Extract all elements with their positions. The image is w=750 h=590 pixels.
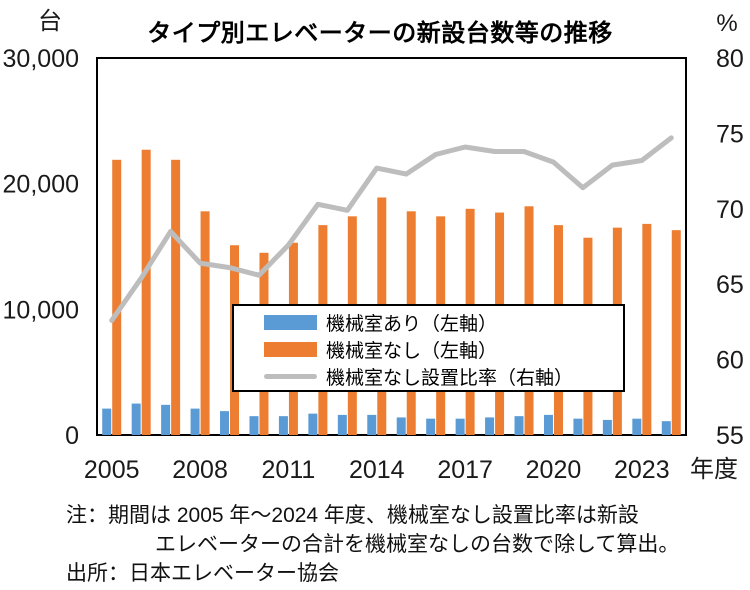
chart-legend: 機械室あり（左軸） 機械室なし（左軸） 機械室なし設置比率（右軸） bbox=[232, 304, 625, 392]
bar-machine-room bbox=[131, 403, 141, 435]
left-axis-tick-label: 30,000 bbox=[3, 45, 79, 73]
bar-machine-room bbox=[249, 416, 259, 435]
note-line-1: 注：期間は 2005 年～2024 年度、機械室なし設置比率は新設 bbox=[66, 504, 639, 527]
bar-no-machine-room bbox=[112, 159, 122, 436]
x-axis-tick-label: 2014 bbox=[349, 456, 405, 484]
ratio-line bbox=[109, 135, 674, 323]
legend-item-machine-room: 機械室あり（左軸） bbox=[264, 309, 623, 336]
right-axis-tick-label: 75 bbox=[716, 120, 744, 148]
right-axis-tick-label: 55 bbox=[716, 422, 744, 450]
bar-machine-room bbox=[396, 417, 406, 435]
bar-machine-room bbox=[220, 411, 230, 435]
right-axis-tick-label: 60 bbox=[716, 347, 744, 375]
chart-title: タイプ別エレベーターの新設台数等の推移 bbox=[147, 20, 613, 47]
x-axis-tick-label: 2023 bbox=[614, 456, 670, 484]
bar-no-machine-room bbox=[141, 149, 151, 435]
bar-machine-room bbox=[337, 414, 347, 435]
bar-machine-room bbox=[367, 414, 377, 435]
bar-machine-room bbox=[161, 404, 171, 435]
bar-machine-room bbox=[661, 421, 671, 435]
bar-machine-room bbox=[632, 418, 642, 435]
left-axis-unit-label: 台 bbox=[38, 8, 62, 35]
right-axis-unit-label: % bbox=[716, 10, 737, 37]
x-axis-unit-label: 年度 bbox=[690, 456, 738, 483]
legend-swatch-orange-bar bbox=[264, 342, 317, 357]
bar-machine-room bbox=[455, 418, 465, 435]
x-axis-tick-label: 2005 bbox=[84, 456, 140, 484]
legend-swatch-gray-line bbox=[264, 374, 317, 379]
footnotes: 注：期間は 2005 年～2024 年度、機械室なし設置比率は新設 エレベーター… bbox=[66, 501, 679, 588]
legend-label-no-machine-room: 機械室なし（左軸） bbox=[326, 341, 498, 362]
bar-machine-room bbox=[102, 408, 112, 435]
bar-machine-room bbox=[308, 413, 318, 435]
bar-machine-room bbox=[602, 419, 612, 435]
bar-no-machine-room bbox=[200, 211, 210, 435]
right-axis-tick-label: 80 bbox=[716, 45, 744, 73]
x-axis-tick-label: 2020 bbox=[526, 456, 582, 484]
bar-no-machine-room bbox=[671, 230, 681, 435]
legend-item-no-machine-room: 機械室なし（左軸） bbox=[264, 336, 623, 363]
x-axis-tick-label: 2008 bbox=[172, 456, 228, 484]
legend-item-ratio: 機械室なし設置比率（右軸） bbox=[264, 363, 623, 390]
right-axis-tick-label: 70 bbox=[716, 196, 744, 224]
bar-machine-room bbox=[278, 416, 288, 435]
bar-machine-room bbox=[485, 417, 495, 435]
bar-machine-room bbox=[190, 408, 200, 435]
bar-machine-room bbox=[514, 416, 524, 435]
bar-no-machine-room bbox=[642, 223, 652, 435]
right-axis-tick-label: 65 bbox=[716, 271, 744, 299]
bar-no-machine-room bbox=[171, 159, 181, 436]
x-axis-tick-label: 2017 bbox=[437, 456, 493, 484]
x-axis-tick-label: 2011 bbox=[262, 456, 316, 484]
legend-label-machine-room: 機械室あり（左軸） bbox=[326, 314, 498, 335]
legend-label-ratio: 機械室なし設置比率（右軸） bbox=[326, 368, 574, 389]
source-line: 出所：日本エレベーター協会 bbox=[66, 562, 339, 585]
bar-machine-room bbox=[426, 418, 436, 435]
legend-swatch-blue-bar bbox=[264, 315, 317, 330]
left-axis-tick-label: 10,000 bbox=[3, 296, 79, 324]
note-line-2: エレベーターの合計を機械室なしの台数で除して算出。 bbox=[155, 533, 680, 556]
bar-machine-room bbox=[543, 414, 553, 435]
left-axis-tick-label: 0 bbox=[65, 422, 79, 450]
left-axis-tick-label: 20,000 bbox=[3, 171, 79, 199]
chart-plot-area: 0 10,000 20,000 30,000 55 60 65 70 75 80 2005 2008 2… bbox=[3, 8, 744, 484]
bar-machine-room bbox=[573, 418, 583, 435]
